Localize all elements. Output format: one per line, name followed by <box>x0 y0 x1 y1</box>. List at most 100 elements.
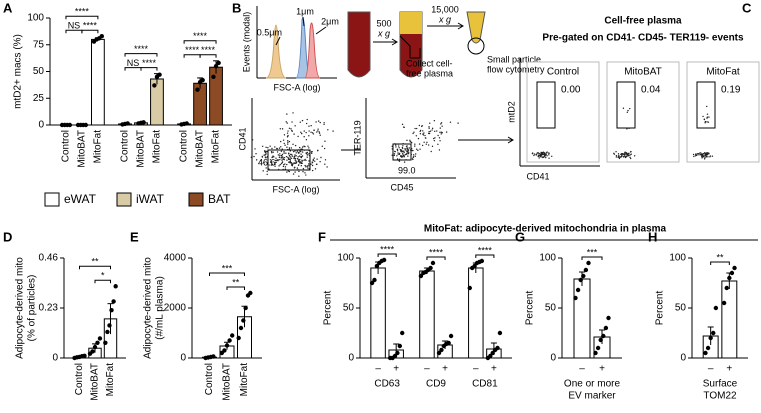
arrow-head <box>507 136 514 144</box>
event-dot <box>280 150 283 152</box>
event-dot <box>298 146 301 149</box>
significance-bracket <box>581 256 603 260</box>
plasma-tube <box>466 11 486 44</box>
event-dot <box>292 112 294 114</box>
event-dot <box>396 155 398 157</box>
event-dot <box>627 109 629 112</box>
x-tick-label: – <box>375 364 381 375</box>
x-tick-label: + <box>393 364 399 375</box>
axis-label: mtD2 <box>506 101 516 123</box>
event-dot <box>628 127 630 130</box>
event-dot <box>306 156 308 158</box>
event-dot <box>287 140 289 142</box>
event-dot <box>282 156 284 159</box>
y-tick-label: 100 <box>337 253 354 264</box>
significance-label: ** <box>716 252 724 262</box>
event-dot <box>286 143 289 145</box>
data-point <box>430 260 436 266</box>
event-dot <box>298 175 300 177</box>
gate-value: 0.00 <box>561 85 581 96</box>
event-dot <box>297 152 300 154</box>
event-dot <box>421 125 423 127</box>
event-dot <box>278 156 281 159</box>
event-dot <box>540 153 542 155</box>
data-point <box>230 333 235 338</box>
event-dot <box>700 153 702 156</box>
y-tick-label: 4000 <box>164 253 187 264</box>
event-dot <box>294 154 296 156</box>
axis-label: CD41 <box>237 127 247 150</box>
event-dot <box>292 163 294 165</box>
data-point <box>497 330 503 336</box>
x-tick-label: – <box>708 364 714 375</box>
plot-name: MitoFat <box>706 67 740 78</box>
event-dot <box>701 157 703 159</box>
event-dot <box>320 156 322 159</box>
event-dot <box>292 173 295 175</box>
event-dot <box>301 146 304 148</box>
event-dot <box>397 143 399 145</box>
event-dot <box>436 130 438 132</box>
event-dot <box>274 162 277 164</box>
data-point <box>729 270 735 276</box>
panel-title: Cell-free plasma <box>604 16 682 27</box>
group-label: CD81 <box>472 379 498 390</box>
event-dot <box>307 145 309 147</box>
event-dot <box>288 148 291 150</box>
data-point <box>578 277 583 283</box>
data-point <box>92 344 98 350</box>
event-dot <box>617 155 620 158</box>
event-dot <box>303 130 305 132</box>
event-dot <box>287 141 289 144</box>
event-dot <box>621 154 623 156</box>
significance-label: **** <box>380 244 395 254</box>
event-dot <box>283 164 285 166</box>
data-point <box>248 290 253 296</box>
event-dot <box>275 159 277 162</box>
x-tick-label: Control <box>120 130 131 162</box>
event-dot <box>287 130 289 132</box>
flow-plot-frame <box>686 61 760 163</box>
event-dot <box>253 155 255 158</box>
event-dot <box>418 124 421 127</box>
y-axis-label: Percent <box>323 291 334 326</box>
event-dot <box>696 154 698 156</box>
event-dot <box>397 145 400 147</box>
event-dot <box>297 159 300 161</box>
event-dot <box>396 148 399 151</box>
event-dot <box>704 120 707 123</box>
event-dot <box>406 145 408 147</box>
event-dot <box>301 132 303 135</box>
panel-label: A <box>3 0 13 15</box>
event-dot <box>706 105 708 108</box>
event-dot <box>311 152 313 155</box>
axis-label: Events (modal) <box>241 12 251 73</box>
blood-tube <box>347 11 371 78</box>
data-point <box>211 74 216 80</box>
step-text: x g <box>377 28 390 38</box>
event-dot <box>261 145 264 147</box>
event-dot <box>300 148 302 150</box>
event-dot <box>271 156 273 159</box>
event-dot <box>301 155 304 157</box>
event-dot <box>694 155 697 157</box>
event-dot <box>296 157 299 160</box>
event-dot <box>284 168 287 170</box>
event-dot <box>261 156 264 158</box>
event-dot <box>696 153 699 155</box>
data-point <box>705 345 711 351</box>
event-dot <box>262 161 265 164</box>
event-dot <box>270 161 272 163</box>
event-dot <box>551 155 553 157</box>
axis-label: FSC-A (log) <box>273 82 320 92</box>
data-point <box>439 347 444 353</box>
x-tick-label: Control <box>74 363 85 395</box>
event-dot <box>626 128 628 130</box>
event-dot <box>539 154 541 156</box>
event-dot <box>424 137 427 139</box>
event-dot <box>403 151 405 154</box>
event-dot <box>264 151 266 153</box>
event-dot <box>286 171 288 173</box>
data-point <box>238 325 244 331</box>
event-dot <box>299 158 301 161</box>
